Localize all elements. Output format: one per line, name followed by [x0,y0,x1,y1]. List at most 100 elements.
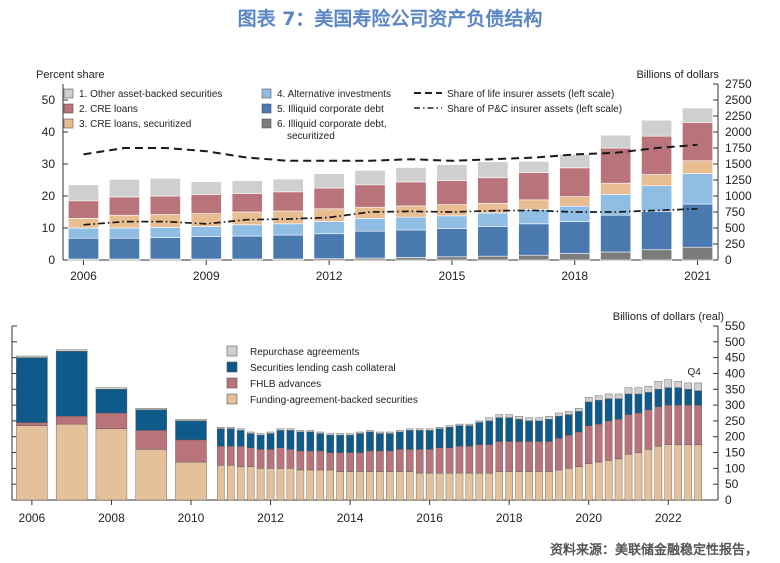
bottom-bar-segment [594,395,603,401]
bottom-bar-segment [16,422,48,426]
bottom-bar-segment [316,431,325,434]
bottom-bar-segment [684,382,692,390]
bottom-bar-segment [246,433,255,448]
bottom-bar-segment [175,461,207,501]
bottom-bar-segment [565,414,573,436]
top-bar-segment [190,181,222,195]
bottom-bar-segment [326,434,334,453]
bottom-bar-segment [545,419,553,442]
bottom-bar-segment [376,471,384,501]
bottom-bar-segment [266,449,275,469]
bottom-bar-segment [515,419,523,442]
top-left-tick-label: 20 [42,189,56,203]
top-bars [68,107,713,261]
legend-swatch-alternative [261,88,272,99]
bottom-bar-segment [405,430,414,450]
pc-insurer-share-line [83,207,698,226]
top-bar-segment [436,204,468,217]
top-bar-segment [231,211,263,226]
bottom-bar-segment [356,433,364,453]
bottom-bar-segment [135,430,167,450]
bottom-bar-segment [525,441,533,472]
top-bar-segment [395,229,427,258]
bottom-bar-segment [614,393,623,399]
bottom-bar-segment [55,423,88,501]
bottom-x-tick-label: 2018 [496,511,523,525]
bottom-bar-segment [654,406,663,447]
bottom-bar-segment [296,450,305,471]
top-bar-segment [68,184,99,202]
top-right-tick-label: 250 [725,237,745,251]
top-bar-segment [600,134,632,149]
bottom-bar-segment [535,417,543,422]
bottom-bar-segment [415,428,424,431]
bottom-bar-segment [525,471,533,501]
bottom-bar-segment [644,392,653,411]
top-bar-segment [231,180,263,194]
bottom-bar-segment [276,430,285,448]
top-legend: 1. Other asset-backed securities 2. CRE … [63,88,622,142]
legend-label-alternative: 4. Alternative investments [277,89,391,100]
bottom-bar-segment [455,425,464,447]
bottom-bar-segment [604,460,613,501]
bottom-right-tick-label: 400 [725,366,745,380]
bottom-right-tick-label: 450 [725,351,745,365]
top-bar-segment [518,254,550,261]
source-note: 资料来源：美联储金融稳定性报告， [549,543,758,558]
bottom-bar-segment [435,447,444,474]
life-insurer-share-line [83,143,698,162]
bottom-bar-segment [475,420,484,423]
bottom-bar-segment [555,438,563,471]
bottom-bar-segment [515,415,523,420]
legend-swatch-other-abs [63,88,74,99]
bottom-bar-segment [217,428,225,447]
bottom-bar-segment [485,420,494,445]
top-x-tick-label: 2021 [684,269,711,283]
top-lines [83,143,698,226]
legend-label-fabs: Funding-agreement-backed securities [250,395,418,406]
legend-label-repo: Repurchase agreements [250,347,360,358]
bottom-bar-segment [306,450,315,471]
top-bar-segment [313,187,345,210]
bottom-bar-segment [286,430,295,450]
top-left-tick-label: 30 [42,157,56,171]
bottom-bar-segment [584,401,593,426]
bottom-bar-segment [495,417,504,442]
bottom-bar-segment [515,471,523,501]
bottom-bar-segment [336,434,344,453]
bottom-legend: Repurchase agreements Securities lending… [226,345,418,406]
top-bar-segment [272,234,304,260]
bottom-bar-segment [266,468,275,501]
bottom-bar-segment [376,431,384,434]
bottom-bar-segment [495,414,504,418]
bottom-bar-segment [604,420,613,461]
bottom-bar-segment [425,428,434,431]
bottom-bar-segment [465,446,474,474]
bottom-bar-segment [495,441,504,472]
top-bar-segment [477,212,509,227]
bottom-bar-segment [475,422,484,445]
bottom-bar-segment [296,431,305,452]
top-bar-segment [641,135,673,175]
bottom-bar-segment [644,409,653,450]
bottom-right-tick-label: 100 [725,461,745,475]
bottom-bar-segment [664,379,673,388]
bottom-bar-segment [246,447,255,467]
bottom-bar-segment [575,466,583,501]
top-bar-segment [436,256,468,261]
top-bar-segment [354,230,386,259]
bottom-bar-segment [674,404,683,445]
legend-swatch-fabs [226,393,238,405]
bottom-bar-segment [316,433,325,452]
bottom-bar-segment [654,446,663,501]
bottom-bar-segment [405,428,414,431]
top-bar-segment [559,253,591,261]
bottom-bar-segment [296,430,305,433]
bottom-bar-segment [594,461,603,501]
top-bar-segment [313,221,345,235]
top-bar-segment [641,249,673,261]
top-bar-segment [682,246,713,261]
bottom-bar-segment [296,469,305,501]
bottom-bar-segment [604,398,613,422]
top-bar-segment [477,177,509,204]
